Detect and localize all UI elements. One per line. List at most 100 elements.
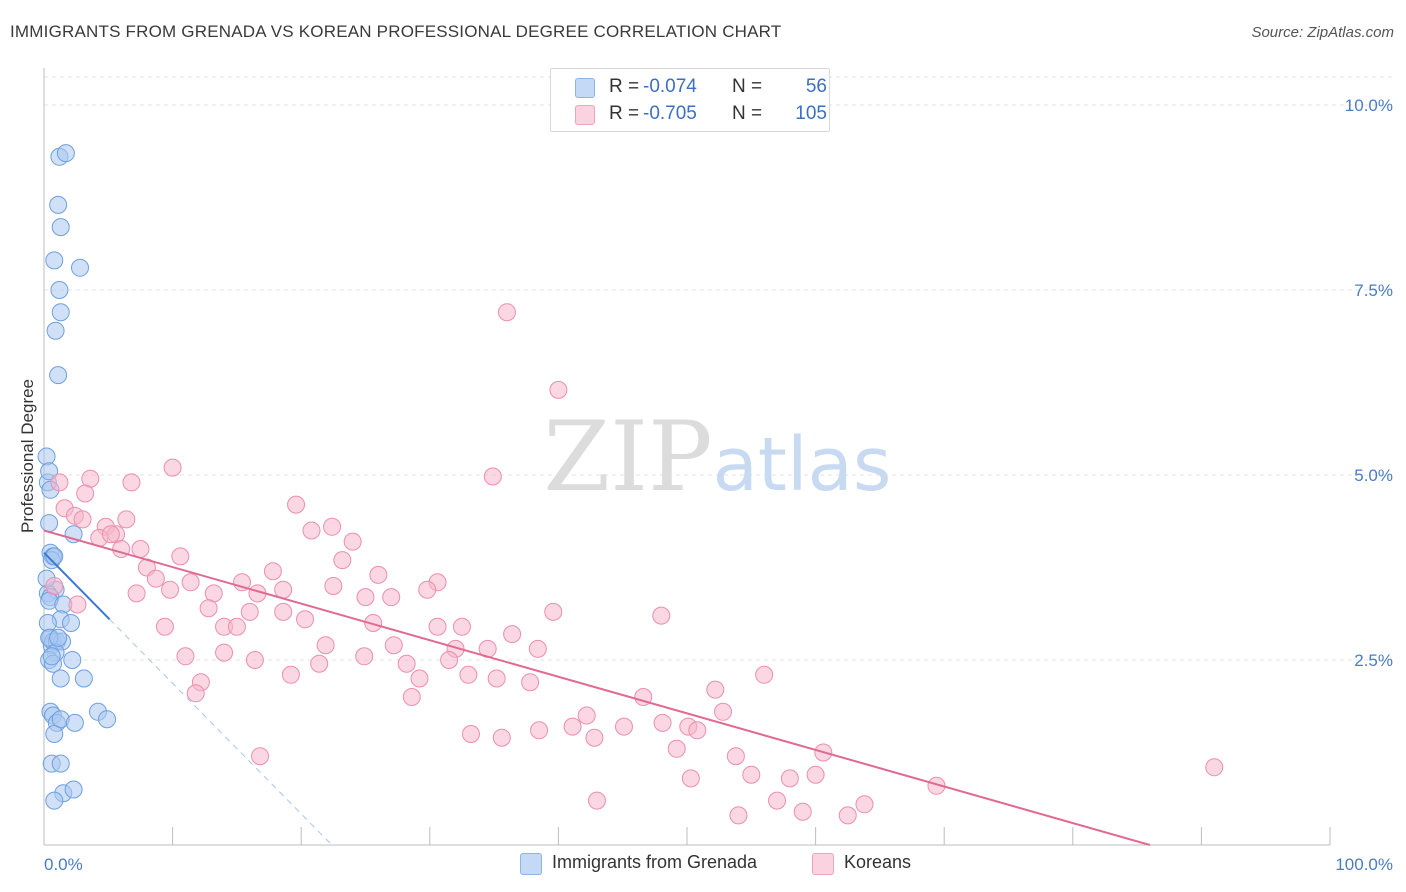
koreans-point-50: [503, 625, 522, 644]
koreans-point-39: [240, 602, 259, 621]
koreans-point-103: [101, 525, 120, 544]
legend-r-value: -0.705: [643, 103, 697, 124]
koreans-point-95: [587, 791, 606, 810]
legend-r-value: -0.074: [643, 76, 697, 97]
koreans-point-74: [714, 702, 733, 721]
koreans-point-99: [793, 802, 812, 821]
koreans-point-14: [287, 495, 306, 514]
koreans-point-56: [176, 647, 195, 666]
watermark: ZIP atlas: [543, 401, 891, 513]
grenada-point-55: [49, 628, 68, 647]
koreans-point-49: [452, 617, 471, 636]
koreans-point-5: [497, 303, 516, 322]
koreans-point-10: [117, 510, 136, 529]
koreans-point-69: [186, 684, 205, 703]
grenada-point-2: [49, 195, 68, 214]
koreans-point-52: [384, 636, 403, 655]
koreans-point-71: [706, 680, 725, 699]
grenada-point-51: [64, 780, 83, 799]
koreans-point-7: [76, 484, 95, 503]
koreans-point-67: [521, 673, 540, 692]
koreans-point-0: [50, 473, 69, 492]
grenada-point-19: [45, 547, 64, 566]
koreans-point-6: [549, 380, 568, 399]
grenada-trend-extension: [109, 618, 332, 845]
y-axis-title: Professional Degree: [18, 379, 37, 533]
stats-legend: R = -0.074 N = 56 R = -0.705 N = 105: [550, 68, 830, 132]
koreans-point-84: [585, 728, 604, 747]
grenada-point-26: [62, 614, 81, 632]
koreans-point-36: [382, 588, 401, 607]
grenada-trend-line: [43, 551, 111, 621]
koreans-point-21: [171, 547, 190, 566]
y-tick-label-1: 5.0%: [1354, 466, 1393, 485]
koreans-point-23: [369, 565, 388, 584]
koreans-point-76: [563, 717, 582, 736]
koreans-point-43: [652, 606, 671, 625]
koreans-point-62: [310, 654, 329, 673]
legend-n-value: 105: [795, 103, 827, 124]
koreans-point-2: [122, 473, 141, 492]
koreans-point-42: [544, 602, 563, 621]
y-tick-label-0: 2.5%: [1354, 651, 1393, 670]
koreans-point-24: [146, 569, 165, 588]
grenada-point-4: [45, 251, 64, 270]
source-label: Source: ZipAtlas.com: [1251, 24, 1394, 41]
grenada-point-46: [98, 710, 117, 729]
koreans-point-91: [806, 765, 825, 784]
koreans-point-61: [440, 651, 459, 669]
grenada-point-52: [45, 791, 64, 810]
koreans-point-104: [73, 510, 92, 529]
koreans-point-65: [487, 669, 506, 688]
koreans-point-85: [667, 739, 686, 758]
koreans-point-16: [323, 517, 342, 536]
grenada-point-47: [45, 725, 64, 743]
koreans-point-94: [1205, 758, 1224, 777]
grenada-point-6: [50, 281, 69, 299]
grenada-point-5: [71, 258, 90, 277]
koreans-point-47: [364, 614, 383, 632]
y-tick-label-2: 7.5%: [1354, 281, 1393, 300]
koreans-point-77: [614, 717, 633, 736]
grenada-point-44: [65, 713, 84, 732]
koreans-point-63: [281, 665, 300, 684]
grenada-point-9: [49, 366, 68, 385]
koreans-point-30: [324, 577, 343, 595]
grenada-point-49: [51, 754, 70, 773]
koreans-point-90: [780, 769, 799, 788]
grenada-point-14: [40, 514, 59, 533]
bottom-legend-label-grenada: Immigrants from Grenada: [552, 852, 758, 872]
legend-r-label: R =: [609, 103, 640, 124]
grenada-point-10: [37, 447, 56, 466]
koreans-point-4: [483, 467, 502, 486]
koreans-point-83: [492, 728, 511, 747]
grenada-point-39: [74, 669, 93, 688]
koreans-point-78: [653, 713, 672, 732]
koreans-point-35: [356, 588, 375, 607]
koreans-point-29: [274, 580, 293, 599]
koreans-point-51: [316, 636, 335, 655]
grenada-point-38: [51, 669, 70, 688]
bottom-legend-swatch-koreans: [812, 853, 834, 875]
koreans-point-101: [45, 577, 64, 595]
koreans-point-57: [215, 643, 234, 662]
series-koreans-points: [45, 303, 1224, 825]
grenada-point-36: [63, 651, 82, 669]
koreans-point-3: [163, 458, 182, 477]
koreans-trend-line: [43, 529, 1151, 846]
x-tick-label-max: 100.0%: [1335, 855, 1393, 874]
koreans-point-17: [343, 532, 362, 551]
koreans-point-96: [768, 791, 787, 810]
koreans-point-60: [397, 654, 416, 673]
koreans-point-98: [729, 806, 748, 825]
legend-swatch-koreans: [575, 105, 595, 125]
koreans-point-81: [461, 725, 480, 743]
koreans-point-37: [68, 595, 87, 614]
koreans-point-88: [251, 747, 270, 766]
koreans-point-41: [274, 602, 293, 621]
koreans-point-75: [577, 706, 596, 725]
tick-labels: 2.5% 5.0% 7.5% 10.0% 0.0% 100.0%: [44, 96, 1393, 874]
koreans-point-70: [755, 665, 774, 684]
bottom-legend-swatch-grenada: [520, 853, 542, 875]
